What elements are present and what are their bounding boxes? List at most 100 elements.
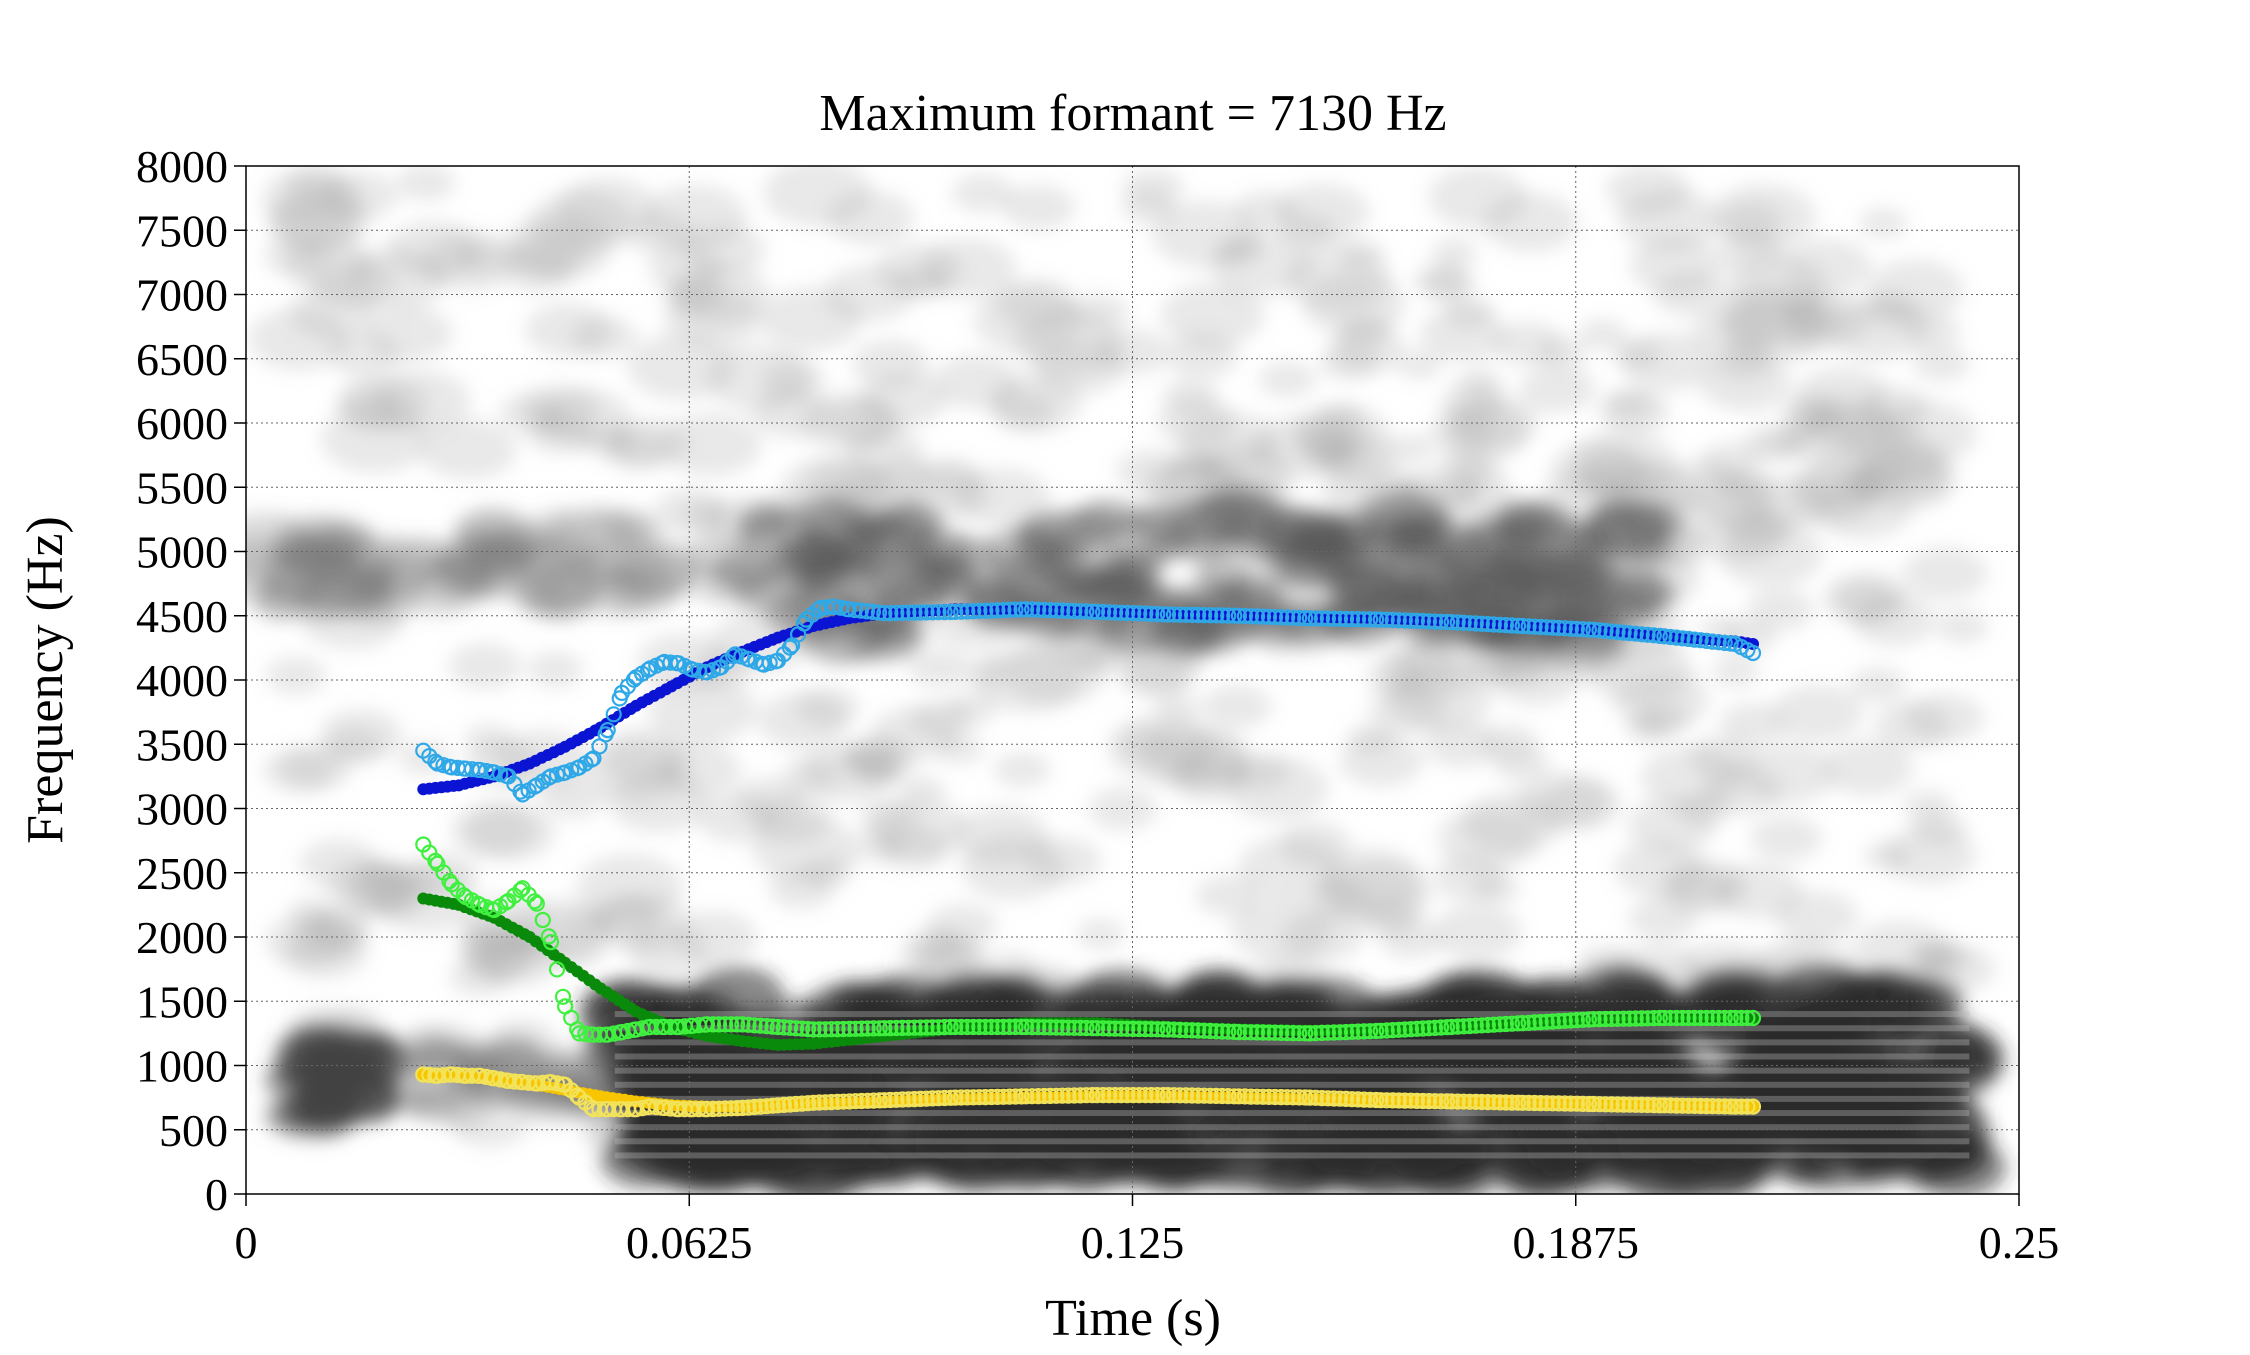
data-point — [1378, 1022, 1395, 1039]
data-point — [1467, 1017, 1484, 1034]
data-point — [1278, 1024, 1296, 1042]
x-tick-label: 0.125 — [1081, 1217, 1185, 1268]
y-tick-label: 1500 — [136, 976, 228, 1027]
data-point — [1727, 1009, 1744, 1027]
data-point — [906, 604, 923, 621]
data-point — [1550, 619, 1567, 637]
data-point — [1615, 624, 1632, 641]
data-point — [1739, 1098, 1756, 1115]
data-point — [942, 603, 959, 621]
data-point — [1698, 632, 1715, 650]
data-point — [1443, 614, 1460, 631]
data-point — [1432, 1093, 1450, 1110]
data-point — [983, 1088, 1000, 1106]
data-point — [1054, 1019, 1071, 1036]
data-point — [1722, 1009, 1739, 1027]
data-point — [534, 911, 551, 929]
data-point — [1189, 606, 1207, 624]
data-point — [871, 1092, 888, 1109]
data-point — [1615, 1010, 1632, 1027]
data-point — [761, 654, 778, 672]
data-point — [1438, 1093, 1456, 1110]
data-point — [1744, 1098, 1762, 1115]
data-point — [1088, 1020, 1106, 1037]
data-point — [1023, 1088, 1041, 1105]
data-point — [1113, 604, 1130, 621]
data-point — [971, 1089, 988, 1106]
data-point — [1722, 1098, 1739, 1115]
data-point — [1337, 1090, 1355, 1108]
data-point — [1367, 611, 1385, 628]
data-point — [947, 1018, 964, 1036]
y-tick-label: 4000 — [136, 655, 228, 706]
data-point — [1384, 1092, 1401, 1109]
data-point — [1230, 1088, 1248, 1105]
data-point — [823, 1093, 840, 1111]
data-point — [1449, 1018, 1466, 1035]
data-point — [1297, 1089, 1314, 1106]
data-point — [1686, 1009, 1703, 1027]
data-point — [1355, 1091, 1373, 1108]
data-point — [1497, 616, 1515, 634]
y-tick-label: 500 — [159, 1105, 228, 1156]
data-point — [1680, 1009, 1697, 1027]
data-point — [1048, 1019, 1065, 1036]
data-point — [1449, 614, 1466, 631]
data-point — [793, 1095, 811, 1112]
data-point — [1686, 1097, 1703, 1115]
data-point — [1633, 1096, 1650, 1114]
data-point — [953, 603, 970, 620]
data-point — [1165, 1087, 1183, 1104]
data-point — [912, 1090, 929, 1108]
data-point — [1331, 1090, 1349, 1107]
data-point — [734, 1016, 751, 1033]
data-point — [847, 1020, 864, 1037]
data-point — [1284, 1024, 1302, 1042]
data-point — [1226, 607, 1243, 624]
data-point — [1236, 607, 1254, 625]
data-point — [1562, 1095, 1579, 1112]
data-point — [1603, 1096, 1620, 1113]
data-point — [1473, 615, 1490, 632]
data-point — [1036, 1019, 1053, 1036]
data-point — [876, 1092, 893, 1109]
data-point — [1627, 1010, 1644, 1027]
data-point — [1072, 603, 1089, 620]
data-point — [1254, 1088, 1272, 1105]
data-point — [1627, 1096, 1644, 1113]
data-point — [1603, 1010, 1620, 1028]
data-point — [1183, 1022, 1201, 1039]
data-point — [1125, 1086, 1142, 1104]
data-point — [888, 604, 905, 622]
data-point — [1094, 603, 1112, 621]
data-point — [1030, 601, 1047, 618]
data-point — [1291, 1025, 1308, 1042]
data-point — [1331, 610, 1349, 628]
data-point — [1461, 1017, 1478, 1035]
data-point — [698, 1101, 716, 1118]
data-point — [1260, 1088, 1278, 1106]
data-point — [1284, 609, 1302, 626]
data-point — [1260, 1024, 1278, 1041]
data-point — [1408, 1020, 1426, 1037]
data-point — [1202, 607, 1219, 624]
data-point — [1137, 1086, 1154, 1104]
data-point — [1183, 1087, 1201, 1104]
data-point — [1656, 1097, 1673, 1114]
data-point — [947, 603, 964, 621]
data-point — [787, 1020, 805, 1037]
data-point — [1337, 1023, 1355, 1041]
data-point — [1680, 1097, 1697, 1114]
data-point — [1621, 625, 1638, 642]
data-point — [1125, 605, 1142, 622]
y-tick-label: 4500 — [136, 591, 228, 642]
data-point — [752, 1098, 769, 1115]
data-point — [1568, 620, 1585, 638]
data-point — [1177, 606, 1195, 623]
data-point — [427, 753, 444, 770]
data-point — [1645, 1009, 1662, 1027]
data-point — [1042, 1087, 1059, 1105]
data-point — [1556, 1012, 1573, 1029]
data-point — [1479, 1016, 1496, 1034]
data-point — [1455, 1093, 1472, 1110]
